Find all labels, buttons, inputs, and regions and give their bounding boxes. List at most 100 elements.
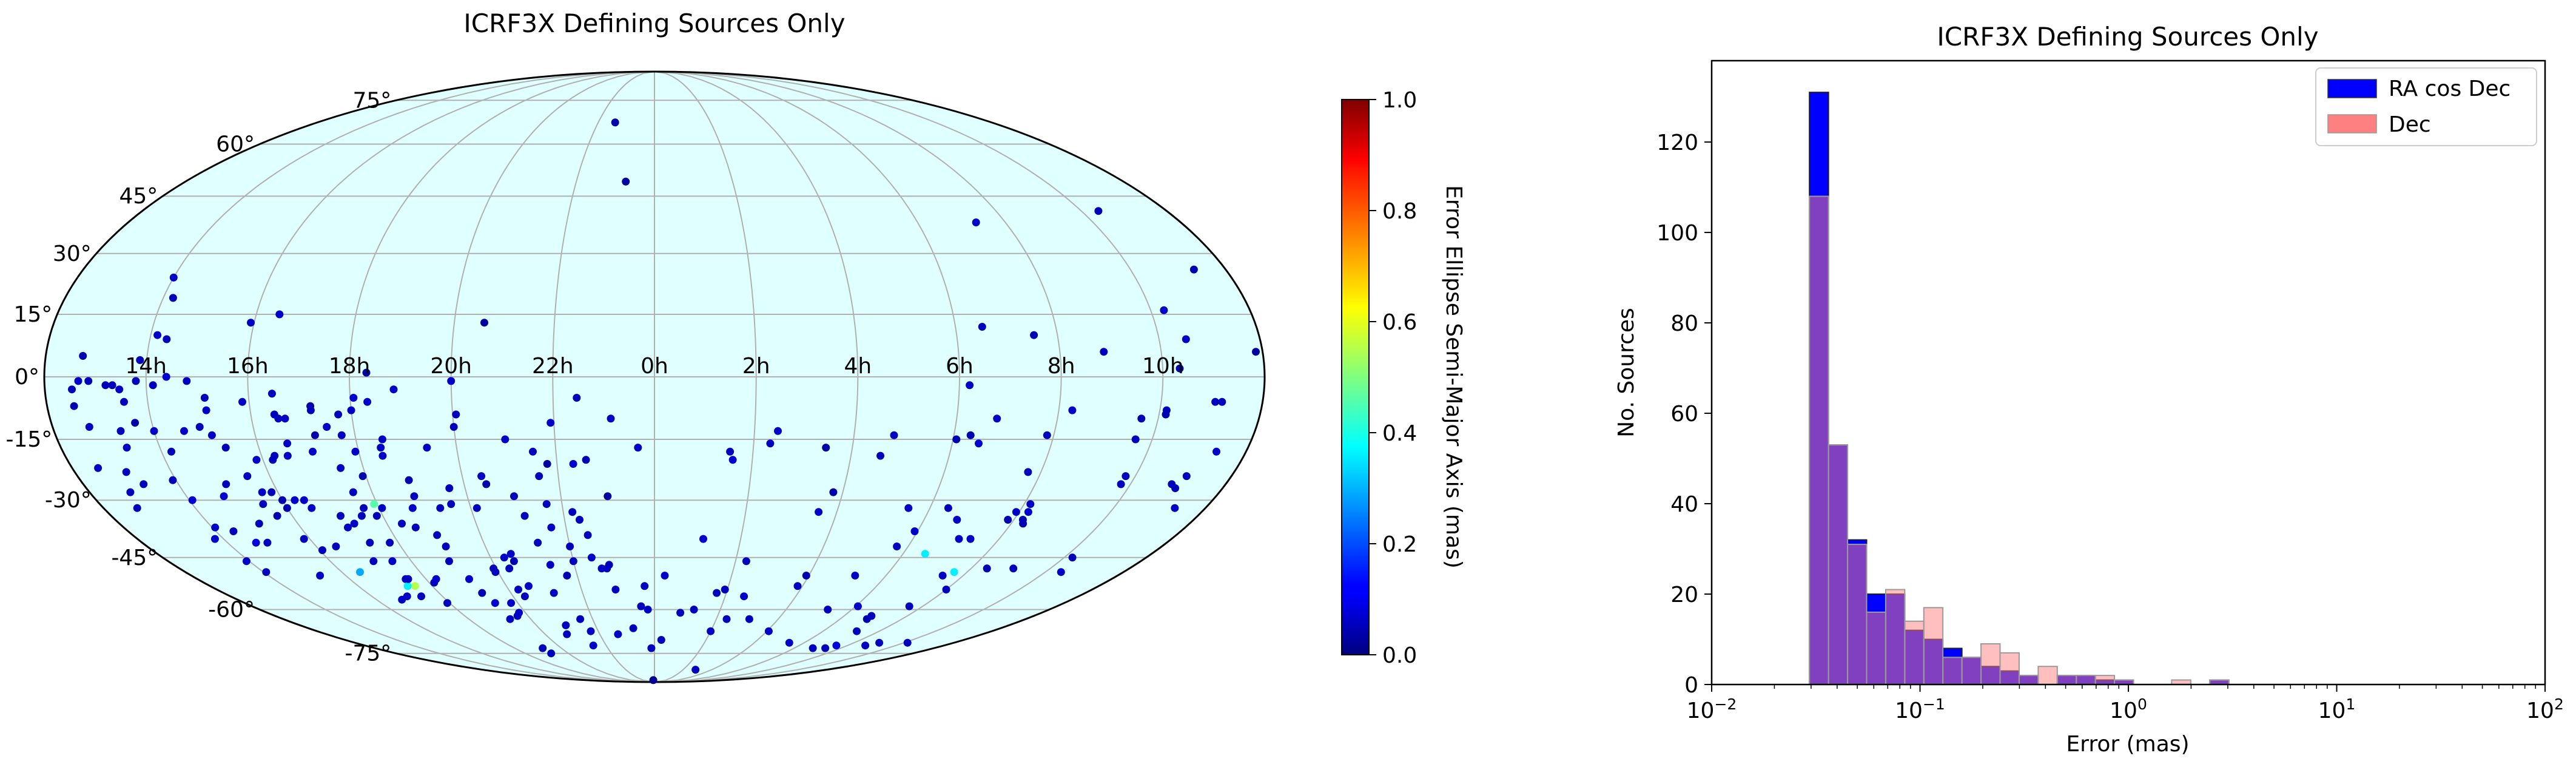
y-tick-label: 100 — [1656, 221, 1698, 246]
source-point — [267, 390, 276, 398]
dec-tick-label: 30° — [53, 242, 92, 266]
source-point — [966, 535, 975, 543]
source-point — [1162, 410, 1170, 419]
source-point — [589, 641, 597, 650]
ra-gridline — [654, 71, 757, 683]
source-point — [283, 451, 292, 460]
source-point — [721, 586, 729, 593]
source-point — [904, 504, 913, 512]
source-point — [283, 504, 291, 512]
source-point — [195, 423, 204, 431]
source-point — [243, 472, 252, 481]
dec-tick-label: -30° — [45, 488, 92, 513]
dec-bar — [1847, 544, 1868, 685]
source-point — [921, 550, 929, 558]
source-point — [472, 504, 481, 512]
source-point — [162, 373, 170, 381]
source-point — [116, 427, 125, 435]
source-point — [200, 394, 209, 402]
colorbar-tick-label: 0.4 — [1382, 421, 1417, 446]
histogram-y-ticks: 0 20 40 60 80 100 120 — [1656, 130, 1712, 698]
source-point — [978, 323, 986, 331]
source-point — [1211, 397, 1220, 406]
source-point — [611, 586, 620, 593]
source-point — [363, 397, 372, 406]
source-point — [94, 464, 103, 472]
source-point — [180, 427, 188, 435]
source-point — [1024, 508, 1032, 516]
source-point — [766, 439, 775, 448]
ra-tick-label: 2h — [742, 354, 770, 379]
dec-bar — [1809, 195, 1829, 685]
ra-cos-dec-bars — [1809, 92, 2230, 686]
ra-gridline — [654, 71, 1062, 683]
source-point — [604, 492, 612, 501]
source-point — [357, 512, 366, 520]
source-point — [369, 557, 378, 566]
source-point — [183, 377, 191, 385]
source-point — [644, 606, 652, 614]
colorbar-gradient — [1341, 99, 1370, 655]
source-point — [491, 568, 500, 576]
source-point — [153, 331, 162, 339]
source-point — [535, 472, 543, 481]
source-point — [582, 456, 590, 464]
source-point — [587, 627, 595, 635]
colorbar-tick-label: 1.0 — [1382, 88, 1417, 113]
dec-tick-label: -45° — [111, 546, 158, 570]
source-point — [542, 500, 551, 509]
ra-tick-label: 20h — [430, 354, 472, 379]
source-point — [480, 319, 488, 327]
dec-bar — [1980, 643, 2001, 686]
source-point — [337, 464, 345, 472]
source-point — [953, 516, 961, 524]
source-point — [360, 504, 368, 512]
source-point — [614, 630, 622, 638]
source-point — [562, 621, 570, 629]
source-point — [242, 557, 251, 566]
source-point — [378, 451, 387, 460]
source-point — [1024, 468, 1032, 476]
dec-bar — [1828, 444, 1849, 685]
source-point — [366, 538, 374, 547]
source-point — [966, 431, 975, 439]
source-point — [568, 508, 577, 516]
dec-tick-label: -60° — [208, 597, 255, 622]
source-point — [629, 624, 637, 632]
source-point — [309, 447, 317, 456]
source-point — [515, 609, 523, 617]
source-point — [378, 504, 386, 512]
source-point — [108, 381, 116, 390]
ra-gridline — [247, 71, 655, 683]
source-point — [344, 523, 352, 532]
source-point — [258, 488, 266, 496]
x-tick-label: 10−2 — [1687, 695, 1737, 723]
source-point — [68, 385, 76, 394]
source-point — [220, 492, 228, 501]
colorbar-tick-label: 0.6 — [1382, 310, 1417, 335]
source-point — [690, 606, 698, 614]
source-point — [793, 582, 802, 590]
dec-bar — [2094, 675, 2116, 685]
source-point — [267, 488, 276, 496]
source-point — [255, 519, 263, 528]
source-point — [722, 615, 731, 623]
source-point — [641, 582, 649, 590]
source-point — [1160, 306, 1168, 314]
source-point — [311, 431, 319, 439]
source-point — [349, 488, 357, 496]
source-point — [1019, 519, 1027, 528]
colorbar-label: Error Ellipse Semi-Major Axis (mas) — [1441, 185, 1466, 569]
source-point — [611, 118, 619, 127]
source-point — [742, 557, 750, 566]
source-point — [167, 447, 175, 456]
source-point — [576, 516, 583, 524]
source-point — [238, 397, 246, 406]
dec-bars — [1809, 195, 2230, 686]
source-point — [707, 627, 715, 635]
source-point — [403, 582, 412, 590]
ra-gridline — [145, 71, 655, 683]
source-point — [821, 644, 830, 652]
source-point — [520, 512, 529, 520]
